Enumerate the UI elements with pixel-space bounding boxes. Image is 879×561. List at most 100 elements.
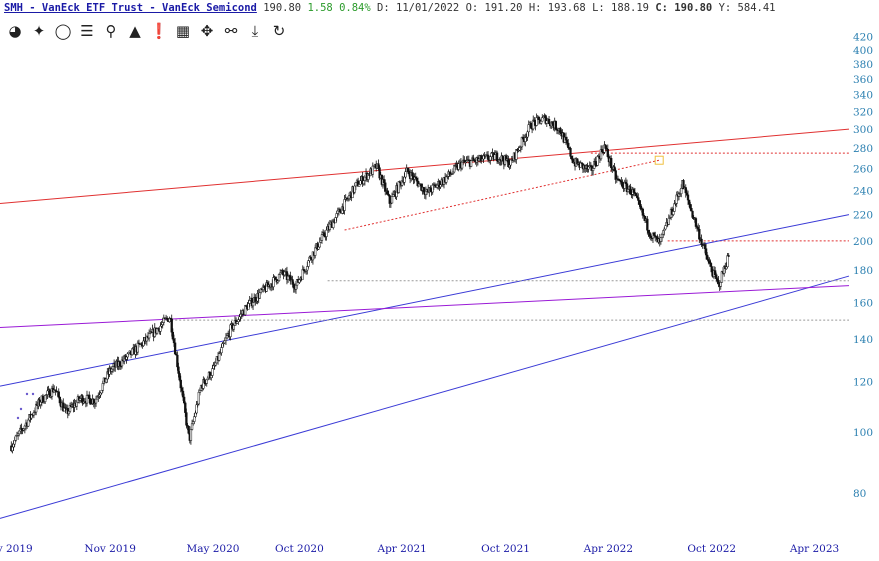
candle-body	[529, 122, 533, 129]
candle-body	[501, 155, 504, 161]
candle-body	[652, 232, 656, 236]
candle-body	[559, 127, 562, 133]
candle-body	[225, 335, 229, 339]
x-tick-label: Oct 2021	[481, 543, 530, 555]
x-tick-label: Apr 2023	[789, 543, 839, 555]
y-tick-label: 160	[853, 297, 873, 309]
candle-body	[526, 131, 529, 138]
candle-body	[429, 187, 432, 192]
candle-body	[713, 270, 717, 275]
candle-body	[647, 229, 650, 233]
candle-body	[363, 176, 367, 181]
candle-body	[397, 181, 400, 193]
candle-body	[390, 196, 394, 204]
candle-body	[659, 237, 663, 242]
candle-body	[173, 342, 177, 355]
download-icon[interactable]: ⤓	[251, 22, 259, 40]
candle-body	[75, 401, 78, 407]
y-tick-label: 360	[853, 74, 873, 86]
candle-body	[12, 443, 15, 448]
candle-body	[354, 182, 358, 187]
candle-body	[272, 277, 275, 288]
comment-icon[interactable]: ◯	[54, 22, 72, 40]
candle-body	[493, 154, 496, 160]
candle-body	[182, 396, 186, 404]
candle-body	[320, 234, 324, 241]
trend-line	[0, 128, 850, 205]
x-tick-label: Oct 2022	[687, 543, 736, 555]
candle-body	[569, 148, 572, 157]
candle-body	[719, 282, 722, 287]
twitter-icon[interactable]: ✦	[32, 22, 46, 40]
y-tick-label: 120	[853, 377, 873, 389]
candle-body	[726, 255, 729, 268]
candle-body	[613, 166, 616, 171]
candle-body	[439, 184, 442, 188]
y-tick-label: 200	[853, 236, 873, 248]
candle-body	[67, 410, 71, 415]
candle-body	[524, 137, 527, 142]
candle-body	[39, 401, 42, 405]
candle-body	[694, 218, 698, 227]
candle-body	[171, 331, 175, 340]
warning-icon[interactable]: ▲	[129, 22, 141, 40]
candle-body	[709, 262, 712, 267]
candle-body	[328, 223, 332, 230]
candle-body	[232, 325, 236, 330]
candle-body	[325, 229, 328, 237]
candle-body	[422, 186, 425, 193]
list-icon[interactable]: ☰	[80, 22, 94, 40]
candle-body	[691, 210, 694, 218]
quote-header: SMH - VanEck ETF Trust - VanEck Semicond…	[4, 2, 775, 16]
candle-body	[206, 377, 210, 381]
candle-body	[415, 178, 419, 182]
symbol-link[interactable]: SMH - VanEck ETF Trust - VanEck Semicond	[4, 2, 257, 14]
candle-body	[13, 440, 16, 445]
calendar-icon[interactable]: ▦	[175, 22, 191, 40]
candle-body	[362, 180, 365, 185]
candle-body	[403, 176, 406, 183]
candle-body	[44, 395, 47, 402]
candle-body	[203, 379, 206, 384]
candle-body	[436, 184, 439, 188]
candle-body	[684, 187, 687, 194]
candle-body	[388, 195, 391, 204]
candle-body	[335, 213, 338, 218]
candle-body	[338, 209, 342, 213]
candle-body	[347, 195, 351, 199]
candle-body	[411, 172, 414, 177]
low-label: L:	[592, 2, 605, 14]
x-axis: May 2019 Nov 2019 May 2020 Oct 2020 Apr 2021…	[0, 543, 839, 555]
candle-body	[697, 227, 700, 230]
y-value: 584.41	[737, 2, 776, 14]
drawn-trendlines	[0, 128, 850, 519]
candle-body	[621, 181, 624, 188]
candle-body	[307, 260, 310, 267]
candle-body	[190, 423, 194, 430]
dashboard-icon[interactable]: ◕	[8, 22, 22, 40]
candle-body	[210, 375, 213, 378]
candle-body	[101, 383, 104, 391]
chart-toolbar: ◕ ✦ ◯ ☰ ⚲ ▲ ❗ ▦ ✥ ⚯ ⤓ ↻	[6, 22, 288, 42]
candle-body	[680, 188, 683, 194]
search-icon[interactable]: ⚲	[105, 22, 117, 40]
candle-body	[359, 180, 362, 185]
refresh-icon[interactable]: ↻	[272, 22, 286, 40]
candle-body	[664, 225, 667, 230]
candle-body	[591, 168, 595, 171]
candle-body	[596, 156, 599, 166]
marker-dot	[25, 392, 29, 396]
candle-body	[639, 204, 642, 209]
candle-body	[79, 398, 82, 401]
link-icon[interactable]: ⚯	[224, 22, 238, 40]
candle-body	[291, 279, 294, 285]
candle-body	[377, 163, 380, 168]
candle-body	[111, 366, 115, 370]
candle-body	[142, 340, 145, 346]
candle-body	[263, 285, 266, 289]
exclamation-icon[interactable]: ❗	[149, 22, 169, 40]
candle-body	[318, 241, 321, 248]
candle-body	[634, 193, 638, 197]
move-icon[interactable]: ✥	[200, 22, 214, 40]
